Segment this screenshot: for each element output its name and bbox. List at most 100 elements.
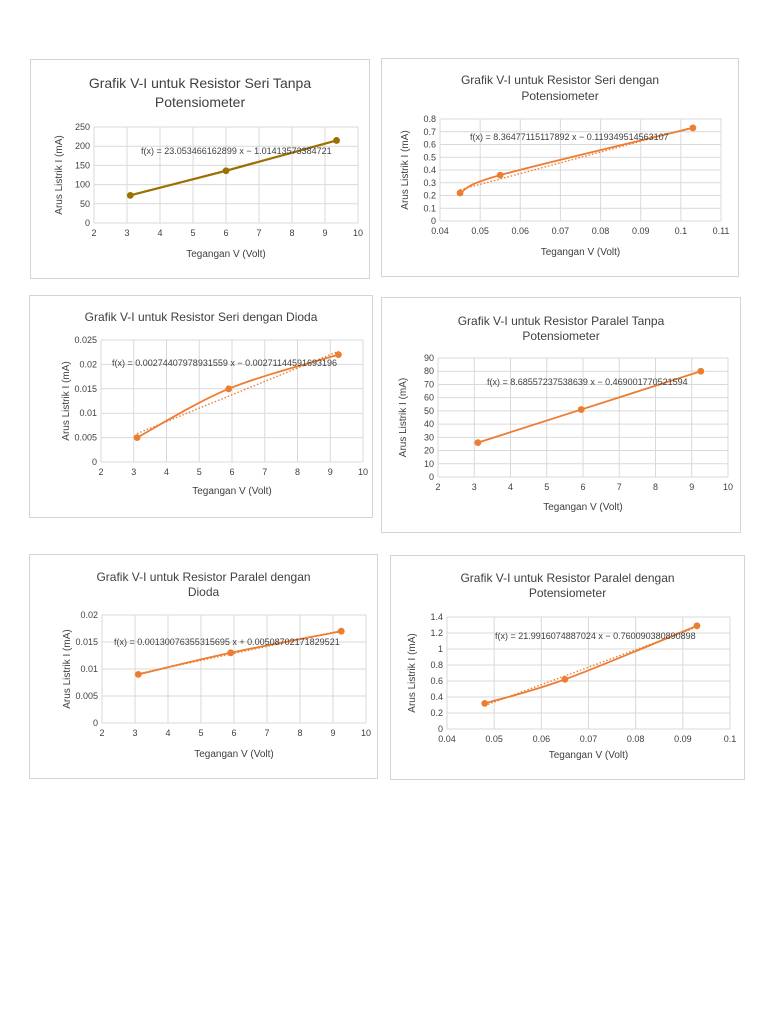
data-point bbox=[222, 167, 230, 175]
y-tick-label: 0.01 bbox=[79, 408, 97, 418]
y-axis-label: Arus Listrik I (mA) bbox=[407, 633, 418, 712]
data-point bbox=[134, 671, 142, 678]
y-tick-label: 1 bbox=[438, 644, 443, 654]
x-axis-label: Tegangan V (Volt) bbox=[192, 486, 272, 497]
data-point bbox=[496, 171, 504, 179]
data-point bbox=[561, 676, 569, 683]
y-tick-label: 40 bbox=[424, 419, 434, 429]
x-tick-label: 9 bbox=[330, 728, 335, 738]
chart-svg: Grafik V-I untuk Resistor Paralel dengan… bbox=[407, 571, 737, 761]
x-tick-label: 4 bbox=[157, 228, 162, 238]
y-tick-label: 0.005 bbox=[75, 691, 98, 701]
x-tick-label: 5 bbox=[198, 728, 203, 738]
chart-title: Potensiometer bbox=[155, 94, 246, 110]
data-point bbox=[697, 367, 705, 375]
x-axis-label: Tegangan V (Volt) bbox=[194, 749, 274, 760]
x-tick-label: 0.1 bbox=[675, 226, 688, 236]
x-tick-label: 10 bbox=[361, 728, 371, 738]
chart-panel-seri-dengan-potensiometer: Grafik V-I untuk Resistor Seri dengan Pot… bbox=[381, 58, 739, 277]
x-tick-label: 0.08 bbox=[627, 734, 645, 744]
y-tick-label: 50 bbox=[80, 199, 90, 209]
chart-title: Potensiometer bbox=[521, 89, 598, 103]
x-tick-label: 5 bbox=[544, 482, 549, 492]
y-tick-label: 100 bbox=[75, 180, 90, 190]
y-tick-label: 0.6 bbox=[430, 676, 443, 686]
chart-panel-seri-dengan-dioda: Grafik V-I untuk Resistor Seri dengan Di… bbox=[29, 295, 373, 518]
y-tick-label: 90 bbox=[424, 353, 434, 363]
trendline-equation: f(x) = 8.36477115117892 x − 0.1193495145… bbox=[470, 132, 669, 142]
x-tick-label: 8 bbox=[297, 728, 302, 738]
data-point bbox=[333, 137, 340, 144]
y-tick-label: 0.8 bbox=[423, 114, 436, 124]
chart-panel-paralel-tanpa-potensiometer: Grafik V-I untuk Resistor Paralel Tanpa P… bbox=[381, 297, 741, 533]
trendline-equation: f(x) = 21.9916074887024 x − 0.7600903808… bbox=[495, 631, 696, 641]
y-tick-label: 0.2 bbox=[430, 708, 443, 718]
y-tick-label: 0.6 bbox=[423, 140, 436, 150]
data-point bbox=[335, 351, 342, 359]
y-tick-label: 150 bbox=[75, 160, 90, 170]
y-axis-label: Arus Listrik I (mA) bbox=[62, 629, 73, 708]
x-tick-label: 9 bbox=[328, 467, 333, 477]
x-tick-label: 3 bbox=[132, 728, 137, 738]
x-tick-label: 6 bbox=[231, 728, 236, 738]
data-point bbox=[481, 700, 489, 707]
data-point bbox=[225, 385, 233, 393]
y-tick-label: 0.01 bbox=[80, 664, 98, 674]
trendline-equation: f(x) = 0.00130076355315695 x + 0.0050870… bbox=[114, 637, 340, 647]
x-tick-label: 10 bbox=[353, 228, 363, 238]
y-tick-label: 70 bbox=[424, 379, 434, 389]
x-tick-label: 0.05 bbox=[471, 226, 489, 236]
x-tick-label: 0.1 bbox=[724, 734, 737, 744]
y-tick-label: 0.2 bbox=[423, 191, 436, 201]
chart-title: Potensiometer bbox=[522, 329, 599, 343]
chart-title: Grafik V-I untuk Resistor Paralel dengan bbox=[96, 570, 310, 584]
x-tick-label: 2 bbox=[99, 728, 104, 738]
y-tick-label: 0.8 bbox=[430, 660, 443, 670]
x-tick-label: 6 bbox=[580, 482, 585, 492]
x-tick-label: 2 bbox=[98, 467, 103, 477]
y-tick-label: 200 bbox=[75, 141, 90, 151]
x-tick-label: 7 bbox=[264, 728, 269, 738]
y-tick-label: 0.005 bbox=[74, 433, 97, 443]
y-tick-label: 0.015 bbox=[74, 384, 97, 394]
x-axis-label: Tegangan V (Volt) bbox=[541, 247, 621, 258]
y-tick-label: 0 bbox=[85, 218, 90, 228]
x-tick-label: 10 bbox=[358, 467, 368, 477]
x-tick-label: 2 bbox=[435, 482, 440, 492]
trendline-equation: f(x) = 23.053466162899 x − 1.01413573384… bbox=[141, 146, 332, 156]
y-tick-label: 0 bbox=[93, 718, 98, 728]
x-tick-label: 3 bbox=[124, 228, 129, 238]
y-tick-label: 0 bbox=[431, 216, 436, 226]
x-tick-label: 6 bbox=[223, 228, 228, 238]
chart-title: Grafik V-I untuk Resistor Paralel dengan bbox=[460, 571, 674, 585]
y-tick-label: 0.5 bbox=[423, 152, 436, 162]
x-tick-label: 8 bbox=[295, 467, 300, 477]
chart-panel-paralel-dengan-dioda: Grafik V-I untuk Resistor Paralel dengan… bbox=[29, 554, 378, 779]
chart-svg: Grafik V-I untuk Resistor Paralel dengan… bbox=[62, 570, 371, 760]
x-tick-label: 0.05 bbox=[485, 734, 503, 744]
x-axis-label: Tegangan V (Volt) bbox=[186, 249, 266, 260]
trendline bbox=[484, 626, 698, 707]
x-tick-label: 9 bbox=[689, 482, 694, 492]
chart-title: Grafik V-I untuk Resistor Seri dengan bbox=[461, 73, 659, 87]
x-tick-label: 7 bbox=[617, 482, 622, 492]
x-tick-label: 5 bbox=[190, 228, 195, 238]
x-tick-label: 6 bbox=[229, 467, 234, 477]
trendline-equation: f(x) = 8.68557237538639 x − 0.4690017705… bbox=[487, 377, 688, 387]
chart-svg: Grafik V-I untuk Resistor Seri dengan Di… bbox=[61, 310, 368, 497]
y-tick-label: 0.025 bbox=[74, 335, 97, 345]
chart-title: Dioda bbox=[188, 585, 220, 599]
y-tick-label: 250 bbox=[75, 122, 90, 132]
data-point bbox=[577, 406, 585, 413]
data-point bbox=[693, 622, 701, 630]
x-tick-label: 0.09 bbox=[674, 734, 692, 744]
y-tick-label: 20 bbox=[424, 446, 434, 456]
y-tick-label: 0.02 bbox=[79, 359, 97, 369]
x-tick-label: 5 bbox=[197, 467, 202, 477]
x-tick-label: 0.06 bbox=[512, 226, 530, 236]
chart-svg: Grafik V-I untuk Resistor Seri Tanpa Pote… bbox=[54, 75, 363, 260]
data-point bbox=[126, 191, 134, 199]
y-tick-label: 0.7 bbox=[423, 127, 436, 137]
y-tick-label: 0.02 bbox=[80, 610, 98, 620]
x-tick-label: 7 bbox=[262, 467, 267, 477]
